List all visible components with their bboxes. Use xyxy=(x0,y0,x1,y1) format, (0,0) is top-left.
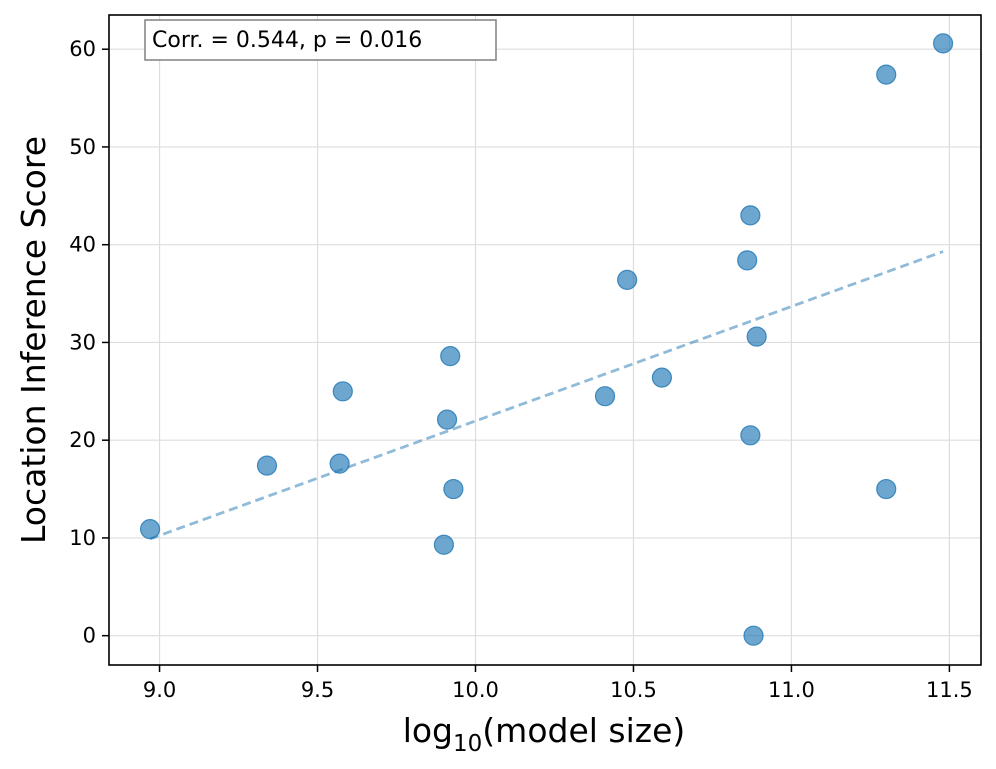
x-tick-label: 11.0 xyxy=(768,678,815,702)
y-tick-label: 0 xyxy=(83,624,96,648)
data-point xyxy=(876,64,897,85)
data-point xyxy=(740,425,761,446)
y-tick-label: 10 xyxy=(69,526,96,550)
grid-lines xyxy=(109,15,981,665)
x-tick-label: 10.5 xyxy=(610,678,657,702)
x-tick-label: 10.0 xyxy=(452,678,499,702)
x-axis-label-subscript: 10 xyxy=(453,731,482,757)
y-axis-label: Location Inference Score xyxy=(14,136,53,544)
data-point xyxy=(440,346,461,367)
x-axis-ticks: 9.0 9.5 10.0 10.5 11.0 11.5 xyxy=(143,665,973,702)
data-point xyxy=(737,250,758,271)
x-tick-label: 9.0 xyxy=(143,678,176,702)
data-point xyxy=(617,269,638,290)
data-points xyxy=(139,33,954,646)
data-point xyxy=(443,478,464,500)
regression-line xyxy=(149,250,944,541)
data-point xyxy=(651,367,672,388)
x-axis-label: log10(model size) xyxy=(403,711,686,757)
data-point xyxy=(594,386,616,407)
plot-frame xyxy=(108,14,982,666)
data-point xyxy=(743,625,764,646)
data-point xyxy=(433,534,454,555)
x-axis-label-base: log xyxy=(403,711,453,750)
correlation-annotation: Corr. = 0.544, p = 0.016 xyxy=(144,19,497,61)
x-tick-label: 11.5 xyxy=(926,678,973,702)
y-axis-ticks: 0 10 20 30 40 50 60 xyxy=(69,37,109,648)
data-point xyxy=(329,453,350,474)
annotation-text: Corr. = 0.544, p = 0.016 xyxy=(152,28,422,53)
data-point xyxy=(139,519,161,540)
data-point xyxy=(436,409,458,430)
y-tick-label: 60 xyxy=(69,37,96,61)
y-tick-label: 20 xyxy=(69,428,96,452)
data-point xyxy=(746,326,767,347)
y-tick-label: 50 xyxy=(69,135,96,159)
data-point xyxy=(256,455,278,476)
data-point xyxy=(876,478,897,500)
x-axis-label-rest: (model size) xyxy=(482,711,685,750)
y-tick-label: 40 xyxy=(69,233,96,257)
data-point xyxy=(740,205,761,226)
annotation-box xyxy=(144,19,497,61)
y-tick-label: 30 xyxy=(69,330,96,354)
data-point xyxy=(932,33,954,54)
x-tick-label: 9.5 xyxy=(301,678,334,702)
data-point xyxy=(332,381,353,402)
regression-line-group xyxy=(149,250,944,541)
